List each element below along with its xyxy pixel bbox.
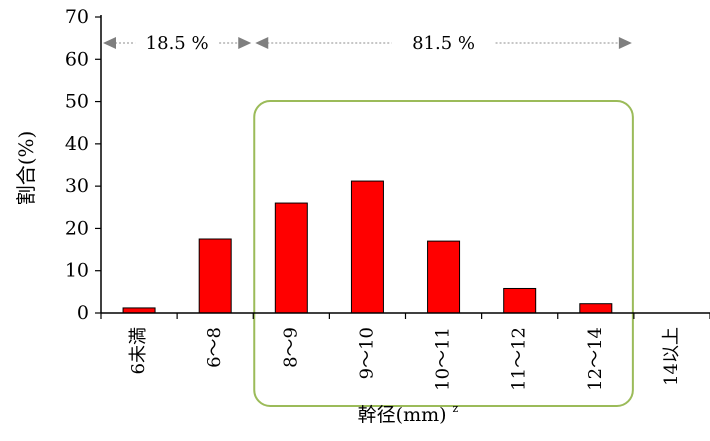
x-tick-label-4: 10～11 (433, 327, 454, 391)
x-tick-label-6: 12～14 (585, 327, 606, 391)
annotation-0-arrow-right (238, 37, 252, 49)
y-tick-label: 40 (65, 133, 89, 155)
annotation-0-label: 18.5 % (146, 33, 209, 54)
annotation-1-arrow-left (255, 37, 269, 49)
x-tick-label-1: 6～8 (204, 327, 225, 368)
y-tick-label: 20 (65, 217, 89, 239)
bar-2 (274, 202, 308, 314)
x-axis-label-text: 幹径(mm) (358, 404, 447, 426)
bar-1 (198, 238, 232, 314)
y-axis-label: 割合(%) (14, 131, 38, 206)
x-tick-label-5: 11～12 (509, 327, 530, 391)
annotation-0-arrow-left (103, 37, 116, 49)
bar-6 (579, 303, 613, 314)
y-tick-label: 0 (77, 302, 89, 324)
y-tick-label: 70 (65, 6, 89, 28)
annotation-1-arrow-right (618, 37, 632, 49)
bar-5 (503, 287, 537, 314)
x-axis-label-sup: z (453, 402, 459, 415)
x-axis-label: 幹径(mm) z (358, 402, 459, 426)
highlight-box (253, 100, 634, 407)
bar-3 (350, 180, 384, 314)
x-tick-label-2: 8～9 (280, 327, 301, 368)
x-tick-label-0: 6未満 (128, 327, 149, 374)
y-tick-label: 30 (65, 175, 89, 197)
y-tick-label: 50 (65, 91, 89, 113)
y-tick-label: 10 (65, 260, 89, 282)
annotation-1-label: 81.5 % (412, 33, 475, 54)
x-tick-label-3: 9～10 (356, 327, 377, 379)
bar-4 (427, 240, 461, 314)
y-tick-label: 60 (65, 48, 89, 70)
bar-0 (122, 307, 156, 314)
x-tick-label-7: 14以上 (661, 327, 682, 386)
